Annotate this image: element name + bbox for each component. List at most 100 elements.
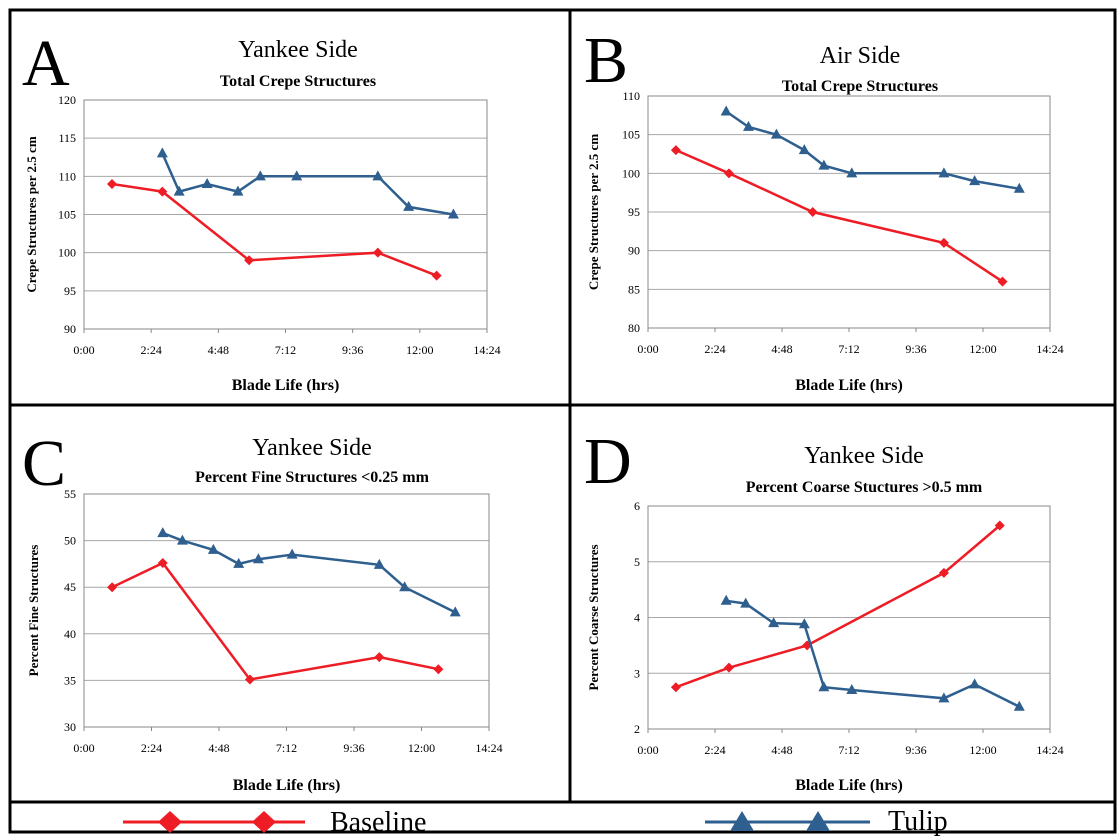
data-point-tulip: [232, 185, 244, 196]
y-tick-label: 115: [58, 131, 76, 145]
data-point-baseline: [723, 168, 734, 179]
x-tick-label: 9:36: [905, 342, 926, 356]
data-point-tulip: [969, 175, 981, 186]
data-point-tulip: [818, 159, 830, 170]
chart-panel-c: C Yankee Side Percent Fine Structures <0.2…: [22, 427, 503, 794]
series-line-baseline: [675, 524, 1001, 689]
data-point-tulip: [373, 558, 385, 569]
x-tick-label: 2:24: [704, 743, 725, 757]
data-point-tulip: [969, 678, 981, 689]
legend-tulip-marker: [730, 811, 754, 831]
data-point-tulip: [176, 534, 188, 545]
y-tick-label: 30: [64, 720, 76, 734]
data-point-tulip: [743, 120, 754, 131]
y-tick-label: 95: [628, 205, 640, 219]
x-tick-label: 12:00: [969, 342, 996, 356]
panel-letter: D: [584, 425, 632, 498]
x-tick-label: 2:24: [140, 343, 161, 357]
legend-tulip: Tulip: [705, 806, 948, 836]
data-point-baseline: [938, 237, 949, 248]
x-axis-label: Blade Life (hrs): [233, 777, 341, 794]
data-point-tulip: [372, 170, 384, 181]
x-tick-label: 2:24: [141, 741, 162, 755]
y-tick-label: 2: [634, 722, 640, 736]
legend: Baseline Tulip: [123, 806, 948, 836]
y-tick-label: 3: [634, 666, 640, 680]
x-tick-label: 12:00: [969, 743, 996, 757]
y-axis-label: Percent Fine Structures: [26, 545, 41, 677]
legend-baseline: Baseline: [123, 807, 426, 836]
data-point-baseline: [106, 178, 117, 189]
data-point-tulip: [157, 527, 169, 538]
x-tick-label: 0:00: [73, 741, 94, 755]
data-point-baseline: [723, 662, 734, 673]
data-point-tulip: [768, 617, 780, 628]
series-line-baseline: [111, 182, 438, 277]
data-point-tulip: [798, 618, 810, 629]
x-tick-label: 12:00: [408, 741, 435, 755]
chart-subtitle: Percent Fine Structures <0.25 mm: [195, 469, 429, 486]
y-tick-label: 50: [64, 534, 76, 548]
x-tick-label: 0:00: [637, 743, 658, 757]
legend-tulip-marker: [806, 811, 830, 831]
data-point-tulip: [818, 681, 830, 692]
data-point-baseline: [670, 145, 681, 156]
x-tick-label: 9:36: [905, 743, 926, 757]
data-point-tulip: [449, 606, 461, 617]
y-tick-label: 90: [64, 322, 76, 336]
x-tick-label: 0:00: [637, 342, 658, 356]
x-tick-label: 7:12: [276, 741, 297, 755]
data-point-tulip: [254, 170, 266, 181]
y-tick-label: 105: [58, 208, 76, 222]
data-point-baseline: [670, 682, 681, 693]
data-point-tulip: [938, 167, 950, 178]
data-point-tulip: [1013, 182, 1025, 193]
y-tick-label: 4: [634, 611, 640, 625]
data-point-tulip: [846, 683, 858, 694]
y-tick-label: 90: [628, 244, 640, 258]
x-tick-label: 14:24: [1036, 743, 1063, 757]
x-tick-label: 4:48: [771, 743, 792, 757]
x-tick-label: 7:12: [838, 743, 859, 757]
data-point-tulip: [447, 208, 459, 219]
data-point-baseline: [431, 270, 442, 281]
y-tick-label: 100: [58, 246, 76, 260]
chart-title: Yankee Side: [238, 37, 358, 63]
chart-panel-d: D Yankee Side Percent Coarse Stuctures >0.…: [584, 425, 1064, 794]
y-tick-label: 35: [64, 673, 76, 687]
data-point-tulip: [156, 147, 168, 158]
y-tick-label: 80: [628, 321, 640, 335]
data-point-baseline: [157, 557, 168, 568]
x-axis-label: Blade Life (hrs): [232, 377, 340, 394]
x-tick-label: 2:24: [704, 342, 725, 356]
x-tick-label: 9:36: [343, 741, 364, 755]
data-point-baseline: [807, 207, 818, 217]
x-tick-label: 9:36: [342, 343, 363, 357]
chart-title: Yankee Side: [252, 435, 372, 461]
data-point-tulip: [173, 185, 185, 196]
series-line-tulip: [162, 531, 456, 614]
data-point-baseline: [433, 664, 444, 675]
plot-area: [83, 493, 490, 728]
x-tick-label: 14:24: [1036, 342, 1063, 356]
legend-baseline-marker: [252, 811, 276, 833]
data-point-baseline: [938, 567, 949, 578]
data-point-tulip: [720, 594, 732, 605]
x-tick-label: 4:48: [208, 343, 229, 357]
data-point-baseline: [374, 652, 385, 663]
y-tick-label: 105: [622, 128, 640, 142]
x-tick-label: 14:24: [473, 343, 500, 357]
data-point-tulip: [233, 557, 245, 568]
x-tick-label: 12:00: [406, 343, 433, 357]
y-axis-label: Percent Coarse Structures: [586, 544, 601, 690]
data-point-tulip: [399, 581, 411, 592]
legend-baseline-label: Baseline: [330, 807, 426, 836]
x-tick-label: 4:48: [208, 741, 229, 755]
y-tick-label: 110: [58, 169, 76, 183]
y-tick-label: 85: [628, 282, 640, 296]
data-point-baseline: [157, 186, 168, 197]
x-tick-label: 4:48: [771, 342, 792, 356]
y-tick-label: 45: [64, 580, 76, 594]
series-line-baseline: [111, 561, 439, 681]
data-point-tulip: [207, 543, 219, 554]
